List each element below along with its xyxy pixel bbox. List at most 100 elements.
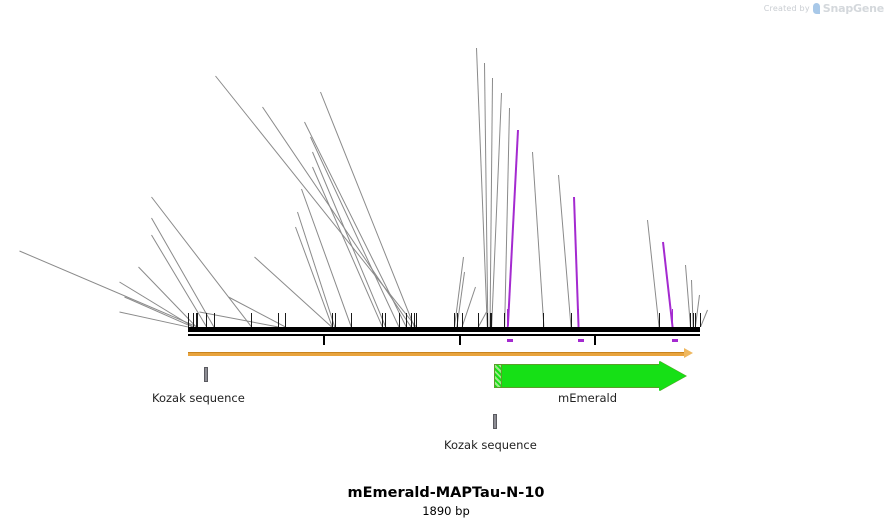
restriction-site-label-xcmi[interactable] [309,81,316,93]
site-tick [486,313,488,327]
feature-range-foot [671,339,678,342]
sequence-backbone-shadow [188,334,700,336]
site-tick [188,313,189,327]
map-length-bp: 1890 bp [422,504,470,518]
restriction-site-label-bsiwi[interactable] [140,207,147,219]
site-tick [504,313,506,327]
snapgene-logo-icon [812,3,820,14]
kozak-sequence-mark[interactable] [493,414,497,429]
restriction-site-label-noti-eagi[interactable] [690,254,697,266]
restriction-site-label-bmri[interactable] [652,209,659,221]
site-tick [385,313,387,327]
site-tick [382,313,384,327]
feature-range-tick [577,309,580,327]
site-tick [285,313,287,327]
site-tick [543,313,545,327]
sequence-backbone[interactable] [188,327,700,332]
site-tick [351,313,353,327]
leader-line [573,196,580,328]
feature-track-label-kozak: Kozak sequence [152,391,245,405]
site-tick [414,313,416,327]
leader-line [700,309,708,328]
restriction-site-label-ahdi[interactable] [475,301,482,313]
restriction-site-label-haeii[interactable] [108,271,115,283]
restriction-site-label-smai[interactable] [284,216,291,228]
feature-range-tick [506,309,509,327]
leader-line [19,250,198,328]
restriction-site-label-pmli-bsaai[interactable] [140,186,147,198]
kozak-sequence-mark[interactable] [204,367,208,382]
restriction-site-label-esp3i-bsmbi[interactable] [453,261,460,273]
feature-track-label-cds: mEmerald [558,391,618,405]
restriction-site-label-kfli-ppumi-ecoo109i[interactable] [204,65,211,77]
restriction-site-label-pflfi-tth111i[interactable] [251,96,258,108]
watermark-brand: SnapGene [822,2,884,15]
site-tick [278,313,280,327]
restriction-site-label-bani[interactable] [514,97,521,109]
feature-range-foot [506,339,513,342]
restriction-site-label-end[interactable] [712,299,719,311]
site-tick [454,313,456,327]
memerald-arrowhead-icon [659,361,686,391]
site-tick [461,313,463,327]
restriction-site-label-start[interactable] [108,301,115,313]
memerald-cds-arrow[interactable] [494,361,686,391]
site-tick [570,313,572,327]
map-title: mEmerald-MAPTau-N-10 [347,485,545,501]
ruler-tick [594,336,597,345]
feature-range-tick [671,309,674,327]
ruler-tick [458,336,461,345]
site-tick [331,313,333,327]
feature-track-label-kozak: Kozak sequence [444,438,537,452]
watermark-prefix: Created by [763,4,810,13]
restriction-site-label-xmai[interactable] [243,246,250,258]
leader-line [558,174,572,328]
restriction-site-label-bstbi[interactable] [140,224,147,236]
restriction-site-label-smli-xhoi-paer7i[interactable] [8,240,15,252]
restriction-site-label-xbai[interactable] [696,269,703,281]
site-tick [398,313,400,327]
site-tick [700,313,701,327]
restriction-site-label-saci-bspei[interactable] [489,52,496,64]
restriction-site-label-mmei[interactable] [286,201,293,213]
site-tick [689,313,691,327]
full-length-arrowhead-icon [684,348,693,358]
site-tick [478,313,480,327]
restriction-site-label-pfoi[interactable] [563,164,570,176]
site-tick [213,313,215,327]
restriction-site-label-bamhi[interactable] [497,67,504,79]
site-tick [334,313,336,327]
restriction-site-label-bsabi[interactable] [704,284,711,296]
site-tick [694,313,696,327]
site-tick [487,313,489,327]
site-tick [489,313,491,327]
restriction-site-label-psti[interactable] [290,178,297,190]
leader-line [532,151,545,328]
restriction-site-label-bsrdi[interactable] [464,276,471,288]
site-tick [192,313,194,327]
feature-label-exfp-r[interactable] [578,186,585,198]
site-tick [491,313,493,327]
site-tick [456,313,458,327]
leader-line [647,219,660,328]
restriction-site-label-agei[interactable] [506,82,513,94]
restriction-site-label-bsssi-bsssai[interactable] [537,141,544,153]
feature-label-egfp-c[interactable] [667,231,674,243]
site-tick [197,313,199,327]
site-tick [416,313,418,327]
restriction-site-label-bglii[interactable] [127,256,134,268]
restriction-site-label-eco53ki[interactable] [481,37,488,49]
site-tick [193,313,195,327]
site-tick [332,313,334,327]
restriction-site-label-afliii[interactable] [452,246,459,258]
feature-label-egfp-n[interactable] [522,119,529,131]
memerald-arrow-hatch [494,364,502,388]
site-tick [406,313,408,327]
restriction-site-label-bsteii[interactable] [301,141,308,153]
full-length-arrow[interactable] [188,352,686,356]
feature-range-foot [577,339,584,342]
site-tick [410,313,412,327]
restriction-site-label-hindiii[interactable] [293,111,300,123]
restriction-site-label-pflmi[interactable] [299,126,306,138]
